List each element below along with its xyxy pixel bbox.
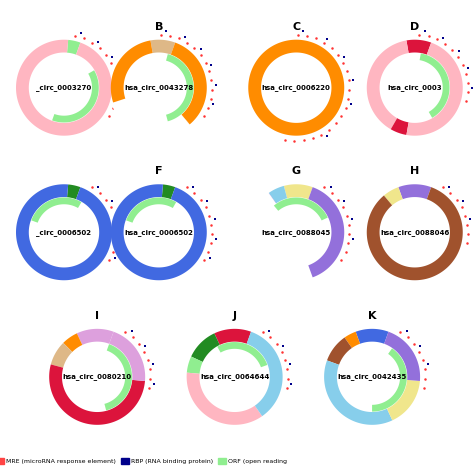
Polygon shape [406,40,431,55]
Legend: MRE (microRNA response element), RBP (RNA binding protein), ORF (open reading: MRE (microRNA response element), RBP (RN… [0,456,290,466]
Polygon shape [248,187,344,280]
Polygon shape [67,184,81,199]
Polygon shape [52,70,99,122]
Polygon shape [274,198,328,220]
Polygon shape [49,365,145,425]
Polygon shape [187,373,262,425]
Polygon shape [345,332,360,348]
Polygon shape [246,332,283,416]
Text: J: J [233,311,237,321]
Polygon shape [324,360,392,425]
Text: hsa_circ_0088046: hsa_circ_0088046 [380,229,449,236]
Polygon shape [77,329,114,345]
Polygon shape [246,191,313,282]
Polygon shape [356,329,389,344]
Polygon shape [269,186,287,203]
Polygon shape [67,40,81,55]
Polygon shape [126,198,176,223]
Text: hsa_circ_0043278: hsa_circ_0043278 [124,84,193,91]
Polygon shape [63,333,82,352]
Polygon shape [109,332,145,381]
Polygon shape [372,348,407,411]
Polygon shape [398,184,431,199]
Text: hsa_circ_0003: hsa_circ_0003 [387,84,442,91]
Polygon shape [150,40,175,55]
Polygon shape [16,40,112,136]
Polygon shape [284,184,313,199]
Text: hsa_circ_0088045: hsa_circ_0088045 [262,229,331,236]
Polygon shape [391,118,409,135]
Polygon shape [384,187,403,205]
Polygon shape [217,342,267,367]
Text: hsa_circ_0064644: hsa_circ_0064644 [200,374,269,380]
Text: I: I [95,311,99,321]
Text: K: K [368,311,376,321]
Text: hsa_circ_0042435: hsa_circ_0042435 [337,374,407,380]
Polygon shape [367,40,409,129]
Text: H: H [410,166,419,176]
Polygon shape [384,332,420,381]
Polygon shape [387,380,420,420]
Text: B: B [155,22,163,32]
Polygon shape [406,43,463,136]
Text: hsa_circ_0006220: hsa_circ_0006220 [262,84,331,91]
Polygon shape [327,337,352,365]
Polygon shape [166,54,193,121]
Polygon shape [111,40,190,136]
Polygon shape [16,184,112,280]
Polygon shape [171,43,207,125]
Polygon shape [187,356,203,374]
Polygon shape [31,198,82,223]
Text: C: C [292,22,301,32]
Polygon shape [248,40,344,136]
Polygon shape [214,329,251,345]
Polygon shape [191,333,220,362]
Text: F: F [155,166,163,176]
Text: hsa_circ_0006502: hsa_circ_0006502 [124,229,193,236]
Polygon shape [111,184,207,280]
Text: G: G [292,166,301,176]
Polygon shape [162,184,175,199]
Text: hsa_circ_0080210: hsa_circ_0080210 [63,374,132,380]
Polygon shape [419,54,449,118]
Polygon shape [51,343,72,368]
Text: _circ_0006502: _circ_0006502 [36,229,91,236]
Text: D: D [410,22,419,32]
Polygon shape [111,98,191,137]
Text: _circ_0003270: _circ_0003270 [36,84,91,91]
Polygon shape [104,344,132,410]
Polygon shape [367,187,463,280]
